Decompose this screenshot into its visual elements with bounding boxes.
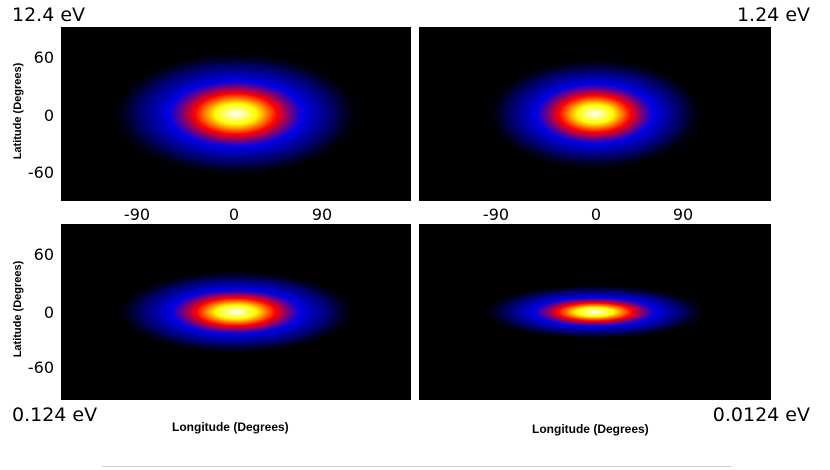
ytick-label: 0 bbox=[43, 303, 54, 322]
heatmap-panel-12-4 bbox=[61, 27, 411, 201]
ytick-label: 0 bbox=[43, 106, 54, 125]
ytick-label: 60 bbox=[33, 48, 54, 67]
xtick-label: -90 bbox=[123, 205, 151, 224]
x-axis-label: Longitude (Degrees) bbox=[532, 422, 649, 436]
heatmap-panel-0-124 bbox=[61, 224, 411, 400]
energy-label-0-124: 0.124 eV bbox=[12, 404, 98, 426]
ytick-label: 60 bbox=[33, 245, 54, 264]
heatmap-panel-0-0124 bbox=[419, 224, 771, 400]
divider-line bbox=[102, 466, 732, 467]
ytick-label: -60 bbox=[27, 163, 54, 182]
intensity-peak bbox=[483, 56, 707, 172]
heatmap-svg bbox=[478, 284, 712, 340]
energy-label-12-4: 12.4 eV bbox=[12, 4, 86, 26]
xtick-label: 90 bbox=[311, 205, 333, 224]
xtick-label: 0 bbox=[590, 205, 602, 224]
heatmap-svg bbox=[107, 50, 365, 178]
xtick-label: 90 bbox=[672, 205, 694, 224]
ytick-label: -60 bbox=[27, 358, 54, 377]
y-axis-label: Latitude (Degrees) bbox=[12, 62, 24, 160]
x-axis-label: Longitude (Degrees) bbox=[172, 420, 289, 434]
xtick-label: 0 bbox=[228, 205, 240, 224]
intensity-peak bbox=[107, 50, 365, 178]
y-axis-label: Latitude (Degrees) bbox=[12, 260, 24, 358]
heatmap-svg bbox=[483, 56, 707, 172]
heatmap-svg bbox=[111, 268, 361, 356]
xtick-label: -90 bbox=[482, 205, 510, 224]
energy-label-1-24: 1.24 eV bbox=[736, 4, 810, 26]
intensity-peak bbox=[111, 268, 361, 356]
heatmap-panel-1-24 bbox=[419, 27, 771, 201]
energy-label-0-0124: 0.0124 eV bbox=[712, 404, 810, 426]
intensity-peak bbox=[478, 284, 712, 340]
